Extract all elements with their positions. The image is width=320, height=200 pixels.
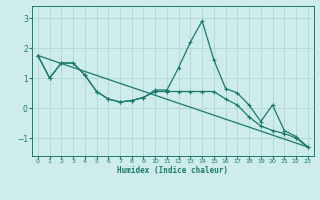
X-axis label: Humidex (Indice chaleur): Humidex (Indice chaleur): [117, 166, 228, 175]
